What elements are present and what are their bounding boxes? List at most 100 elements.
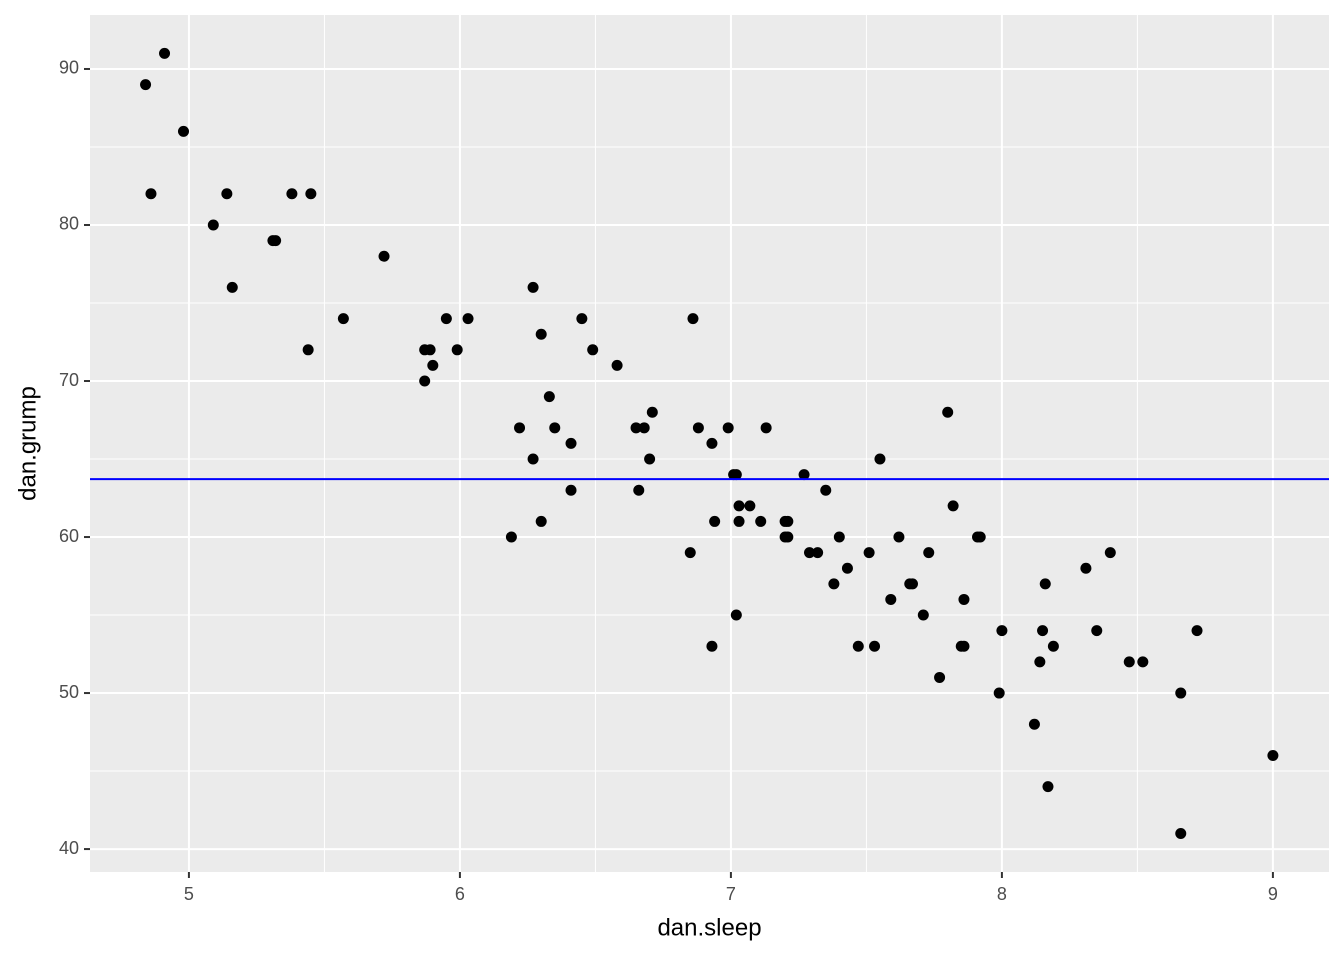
point xyxy=(1091,625,1103,637)
point xyxy=(798,469,810,481)
point xyxy=(419,375,431,387)
point xyxy=(906,578,918,590)
point xyxy=(462,313,474,325)
point xyxy=(1137,656,1149,668)
point xyxy=(543,391,555,403)
point xyxy=(630,422,642,434)
point xyxy=(733,500,745,512)
point xyxy=(207,219,219,231)
point xyxy=(1267,749,1279,761)
point xyxy=(782,531,794,543)
y-tick-label: 60 xyxy=(59,526,79,546)
x-axis-title: dan.sleep xyxy=(657,914,761,941)
point xyxy=(947,500,959,512)
point xyxy=(942,406,954,418)
point xyxy=(893,531,905,543)
point xyxy=(140,79,152,91)
point xyxy=(1175,827,1187,839)
marks xyxy=(90,47,1329,839)
point xyxy=(221,188,233,200)
point xyxy=(1080,562,1092,574)
point xyxy=(996,625,1008,637)
point xyxy=(337,313,349,325)
point xyxy=(527,281,539,293)
grid xyxy=(90,15,1329,872)
point xyxy=(820,484,832,496)
point xyxy=(159,47,171,59)
x-tick-label: 7 xyxy=(726,884,736,904)
point xyxy=(1037,625,1049,637)
point xyxy=(177,125,189,137)
y-tick-label: 50 xyxy=(59,682,79,702)
point xyxy=(730,469,742,481)
point xyxy=(576,313,588,325)
point xyxy=(709,515,721,527)
y-axis-title: dan.grump xyxy=(14,386,41,501)
point xyxy=(828,578,840,590)
point xyxy=(733,515,745,527)
point xyxy=(993,687,1005,699)
point xyxy=(424,344,436,356)
point xyxy=(1042,781,1054,793)
point xyxy=(286,188,298,200)
point xyxy=(869,640,881,652)
point xyxy=(692,422,704,434)
x-tick-label: 8 xyxy=(997,884,1007,904)
point xyxy=(852,640,864,652)
point xyxy=(874,453,886,465)
point xyxy=(302,344,314,356)
point xyxy=(226,281,238,293)
point xyxy=(1034,656,1046,668)
point xyxy=(934,671,946,683)
point xyxy=(565,437,577,449)
point xyxy=(833,531,845,543)
point xyxy=(644,453,656,465)
point xyxy=(744,500,756,512)
point xyxy=(1175,687,1187,699)
point xyxy=(505,531,517,543)
point xyxy=(305,188,317,200)
point xyxy=(611,359,623,371)
y-tick-label: 80 xyxy=(59,214,79,234)
point xyxy=(782,515,794,527)
point xyxy=(145,188,157,200)
point xyxy=(527,453,539,465)
point xyxy=(451,344,463,356)
y-tick-label: 40 xyxy=(59,838,79,858)
point xyxy=(812,547,824,559)
point xyxy=(923,547,935,559)
point xyxy=(1191,625,1203,637)
point xyxy=(722,422,734,434)
point xyxy=(885,593,897,605)
point xyxy=(440,313,452,325)
point xyxy=(706,640,718,652)
point xyxy=(638,422,650,434)
point xyxy=(958,593,970,605)
point xyxy=(730,609,742,621)
point xyxy=(1039,578,1051,590)
point xyxy=(958,640,970,652)
point xyxy=(270,235,282,247)
point xyxy=(684,547,696,559)
point xyxy=(378,250,390,262)
point xyxy=(917,609,929,621)
point xyxy=(535,515,547,527)
point xyxy=(549,422,561,434)
point xyxy=(427,359,439,371)
point xyxy=(1028,718,1040,730)
point xyxy=(587,344,599,356)
point xyxy=(755,515,767,527)
point xyxy=(760,422,772,434)
point xyxy=(706,437,718,449)
point xyxy=(646,406,658,418)
point xyxy=(974,531,986,543)
point xyxy=(535,328,547,340)
point xyxy=(863,547,875,559)
point xyxy=(565,484,577,496)
point xyxy=(1123,656,1135,668)
point xyxy=(633,484,645,496)
point xyxy=(687,313,699,325)
y-tick-label: 90 xyxy=(59,58,79,78)
